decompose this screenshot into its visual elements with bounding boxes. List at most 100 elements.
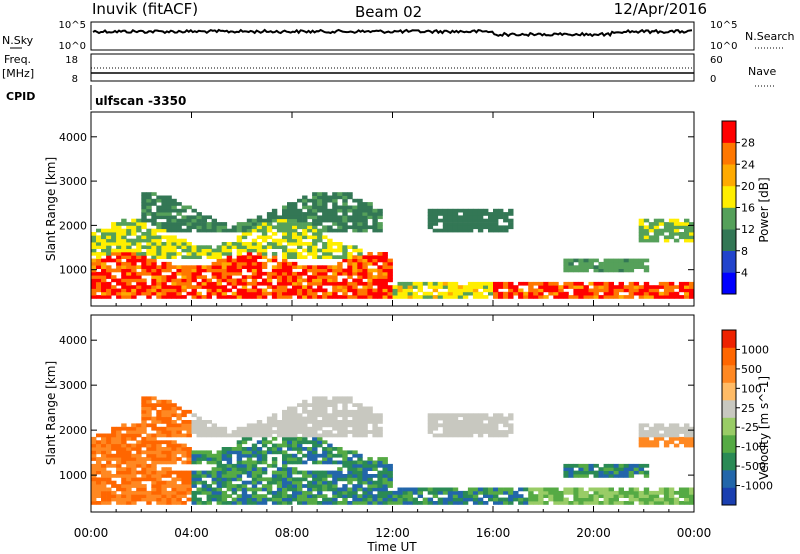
power-cell [302,218,308,223]
power-cell [628,285,635,289]
velocity-cell [483,494,489,498]
velocity-cell [91,487,97,492]
velocity-cell [432,420,439,424]
power-cell [362,255,368,259]
velocity-cell [191,490,197,495]
power-cell [417,285,423,289]
velocity-cell [101,494,107,498]
velocity-cell [206,490,212,495]
velocity-cell [477,487,484,492]
velocity-cell [412,501,418,505]
power-cell [276,295,283,299]
power-cell [312,222,318,226]
velocity-cell [171,430,177,434]
power-cell [302,288,308,293]
velocity-cell [457,490,464,495]
power-cell [136,248,142,253]
power-cell [151,192,157,196]
velocity-cell [166,430,172,434]
velocity-cell [146,474,152,478]
velocity-cell [166,447,172,451]
power-cell [362,281,368,286]
velocity-cell [442,490,449,495]
velocity-cell [96,480,102,485]
velocity-cell [447,494,454,498]
power-cell [116,278,122,283]
velocity-cell [211,433,217,438]
velocity-cell [231,477,238,482]
nsearch-label: N.Search [745,30,795,43]
power-cell [332,215,338,220]
velocity-cell [362,490,368,495]
velocity-cell [588,463,594,468]
velocity-cell [141,440,147,445]
power-cell [362,258,368,263]
power-cell [638,291,645,296]
velocity-cell [322,433,328,438]
power-cell [342,252,348,256]
velocity-cell [668,487,675,492]
velocity-cell [312,420,318,424]
velocity-cell [467,423,474,428]
velocity-cell [372,420,378,424]
power-cell [236,238,243,243]
power-cell [332,195,338,200]
power-cell [327,248,333,253]
velocity-cell [598,490,604,495]
velocity-cell [327,399,333,404]
velocity-cell [282,426,288,431]
velocity-cell [241,501,248,505]
power-cell [613,291,619,296]
velocity-cell [251,453,258,458]
power-cell [141,258,147,263]
power-cell [452,222,459,226]
velocity-cell [287,447,293,451]
power-cell [623,265,630,269]
power-cell [156,265,162,269]
power-cell [292,285,298,289]
velocity-cell [106,477,112,482]
velocity-cell [282,490,288,495]
power-cell [196,212,202,216]
power-cell [231,258,238,263]
colorbar-swatch [722,382,736,401]
power-cell [302,268,308,273]
velocity-cell [161,426,167,431]
velocity-cell [623,494,630,498]
power-cell [327,228,333,233]
velocity-cell [101,470,107,475]
velocity-cell [488,420,494,424]
velocity-cell [628,501,635,505]
velocity-cell [553,497,559,502]
velocity-cell [317,433,323,438]
power-cell [467,222,474,226]
velocity-cell [357,423,363,428]
power-cell [101,281,107,286]
power-cell [181,208,187,213]
power-cell [141,225,147,230]
power-cell [317,235,323,240]
velocity-cell [312,494,318,498]
velocity-cell [146,501,152,505]
power-cell [116,232,122,236]
velocity-cell [588,470,594,475]
power-cell [322,225,328,230]
velocity-cell [146,447,152,451]
power-cell [287,228,293,233]
power-cell [312,198,318,203]
velocity-cell [457,501,464,505]
velocity-cell [372,413,378,418]
velocity-cell [588,487,594,492]
power-cell [111,238,117,243]
power-cell [684,222,690,226]
velocity-cell [553,494,559,498]
velocity-cell [287,416,293,421]
power-cell [156,212,162,216]
velocity-cell [126,490,132,495]
power-cell [593,291,599,296]
velocity-cell [287,470,293,475]
power-cell [342,222,348,226]
power-cell [493,215,499,220]
power-cell [216,278,222,283]
velocity-cell [377,430,383,434]
